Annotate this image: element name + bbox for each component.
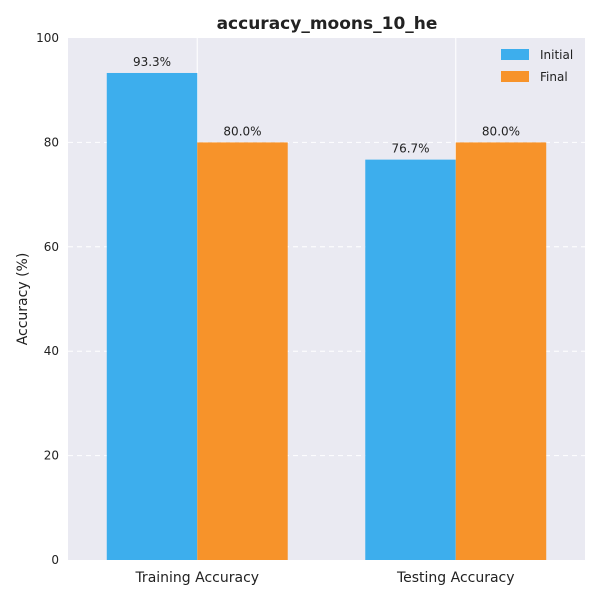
data-label: 76.7%: [391, 142, 429, 156]
bar-initial-0: [106, 72, 198, 560]
bars: [106, 72, 547, 560]
y-tick-label: 100: [36, 31, 59, 45]
chart-title: accuracy_moons_10_he: [217, 14, 438, 34]
y-axis-label: Accuracy (%): [15, 253, 31, 346]
data-label: 80.0%: [482, 124, 520, 138]
data-labels: 93.3% 80.0% 76.7% 80.0%: [133, 55, 520, 156]
y-tick-label: 60: [44, 240, 59, 254]
x-category-label: Training Accuracy: [134, 570, 259, 586]
legend-label-initial: Initial: [540, 48, 573, 62]
bar-final-1: [455, 142, 547, 560]
x-category-label: Testing Accuracy: [396, 570, 515, 586]
bar-final-0: [197, 142, 288, 560]
y-tick-label: 40: [44, 344, 59, 358]
legend-swatch-initial: [501, 49, 529, 60]
legend-label-final: Final: [540, 70, 568, 84]
y-tick-label: 20: [44, 449, 59, 463]
legend-swatch-final: [501, 71, 529, 82]
y-axis-ticks: 0 20 40 60 80 100: [36, 31, 59, 567]
data-label: 80.0%: [223, 124, 261, 138]
y-tick-label: 0: [51, 553, 59, 567]
y-tick-label: 80: [44, 135, 59, 149]
x-axis-categories: Training Accuracy Testing Accuracy: [134, 570, 514, 586]
legend: Initial Final: [501, 48, 573, 84]
bar-initial-1: [365, 159, 456, 560]
data-label: 93.3%: [133, 55, 171, 69]
